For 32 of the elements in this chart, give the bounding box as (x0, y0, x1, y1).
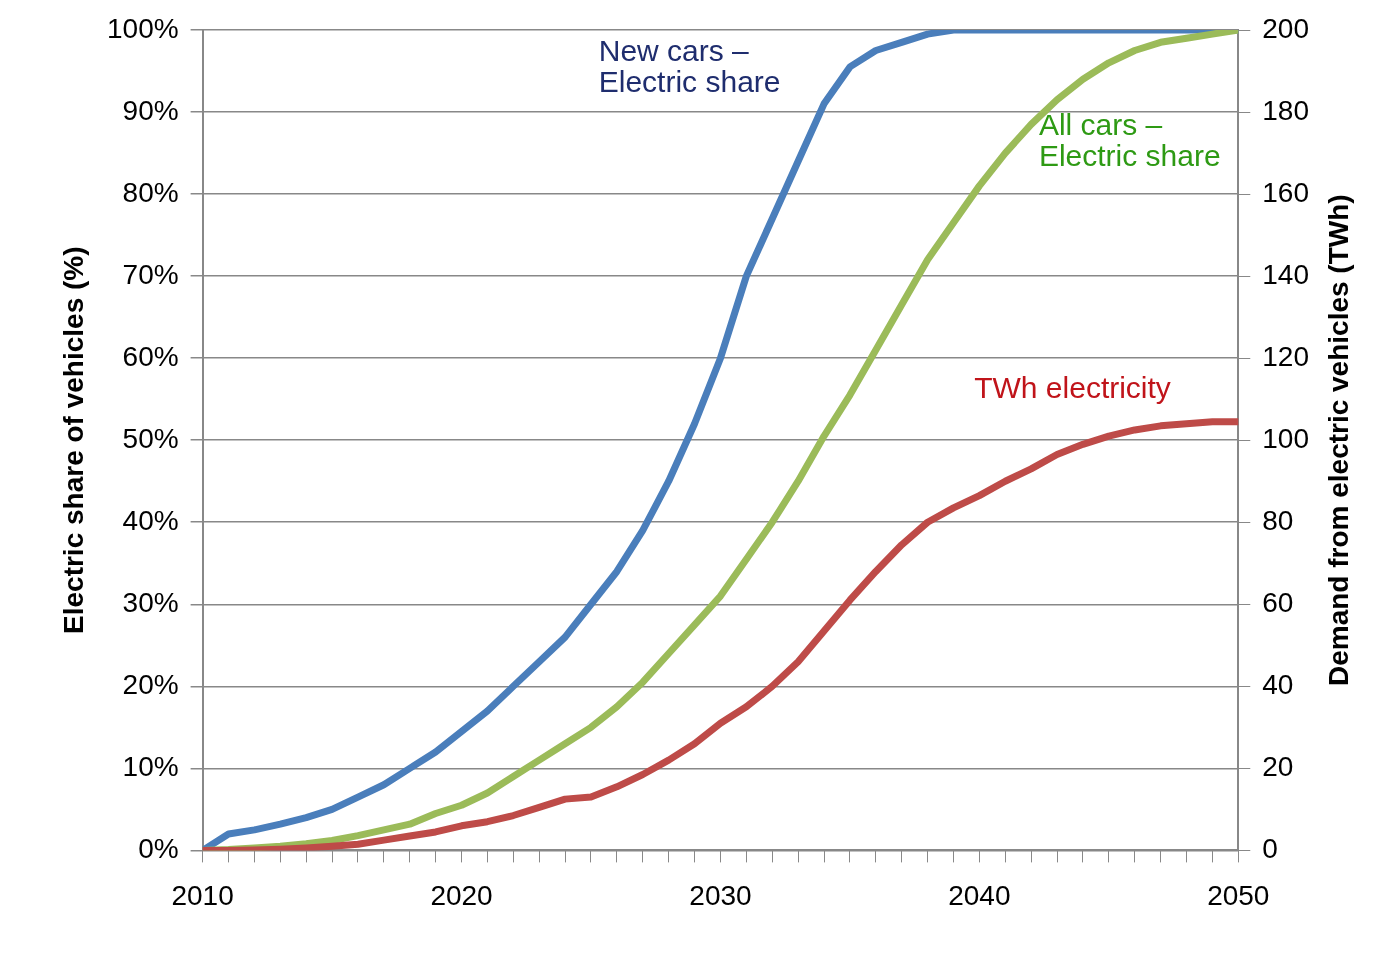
y-tick-label: 0% (138, 833, 179, 865)
y2-axis-title: Demand from electric vehicles (TWh) (1322, 194, 1354, 687)
y-tick-label: 40% (122, 504, 179, 536)
series-label: All cars – Electric share (1038, 108, 1221, 173)
y2-tick-label: 140 (1262, 258, 1309, 290)
y2-tick-label: 20 (1262, 751, 1294, 783)
y-tick-label: 50% (122, 422, 179, 454)
x-tick-label: 2030 (689, 879, 752, 911)
y2-tick-label: 100 (1262, 422, 1309, 454)
y-tick-label: 90% (122, 94, 179, 126)
x-tick-label: 2020 (430, 879, 493, 911)
y-axis-title: Electric share of vehicles (%) (57, 246, 89, 634)
x-tick-label: 2040 (948, 879, 1011, 911)
y2-tick-label: 160 (1262, 176, 1309, 208)
y2-tick-label: 180 (1262, 94, 1309, 126)
y2-tick-label: 80 (1262, 504, 1294, 536)
y2-tick-label: 60 (1262, 587, 1294, 618)
y-tick-label: 100% (106, 12, 179, 44)
y2-tick-label: 0 (1262, 833, 1278, 865)
x-tick-label: 2050 (1207, 879, 1270, 911)
y2-tick-label: 40 (1262, 669, 1294, 701)
y-tick-label: 20% (122, 669, 179, 701)
y-tick-label: 80% (122, 176, 179, 208)
y-tick-label: 70% (122, 258, 179, 290)
y-tick-label: 30% (122, 587, 179, 618)
y-tick-label: 60% (122, 340, 179, 372)
series-label: New cars – Electric share (598, 34, 781, 99)
series-label: TWh electricity (974, 370, 1171, 404)
y-tick-label: 10% (122, 751, 179, 783)
x-tick-label: 2010 (171, 879, 234, 911)
y2-tick-label: 120 (1262, 340, 1309, 372)
y2-tick-label: 200 (1262, 12, 1309, 44)
